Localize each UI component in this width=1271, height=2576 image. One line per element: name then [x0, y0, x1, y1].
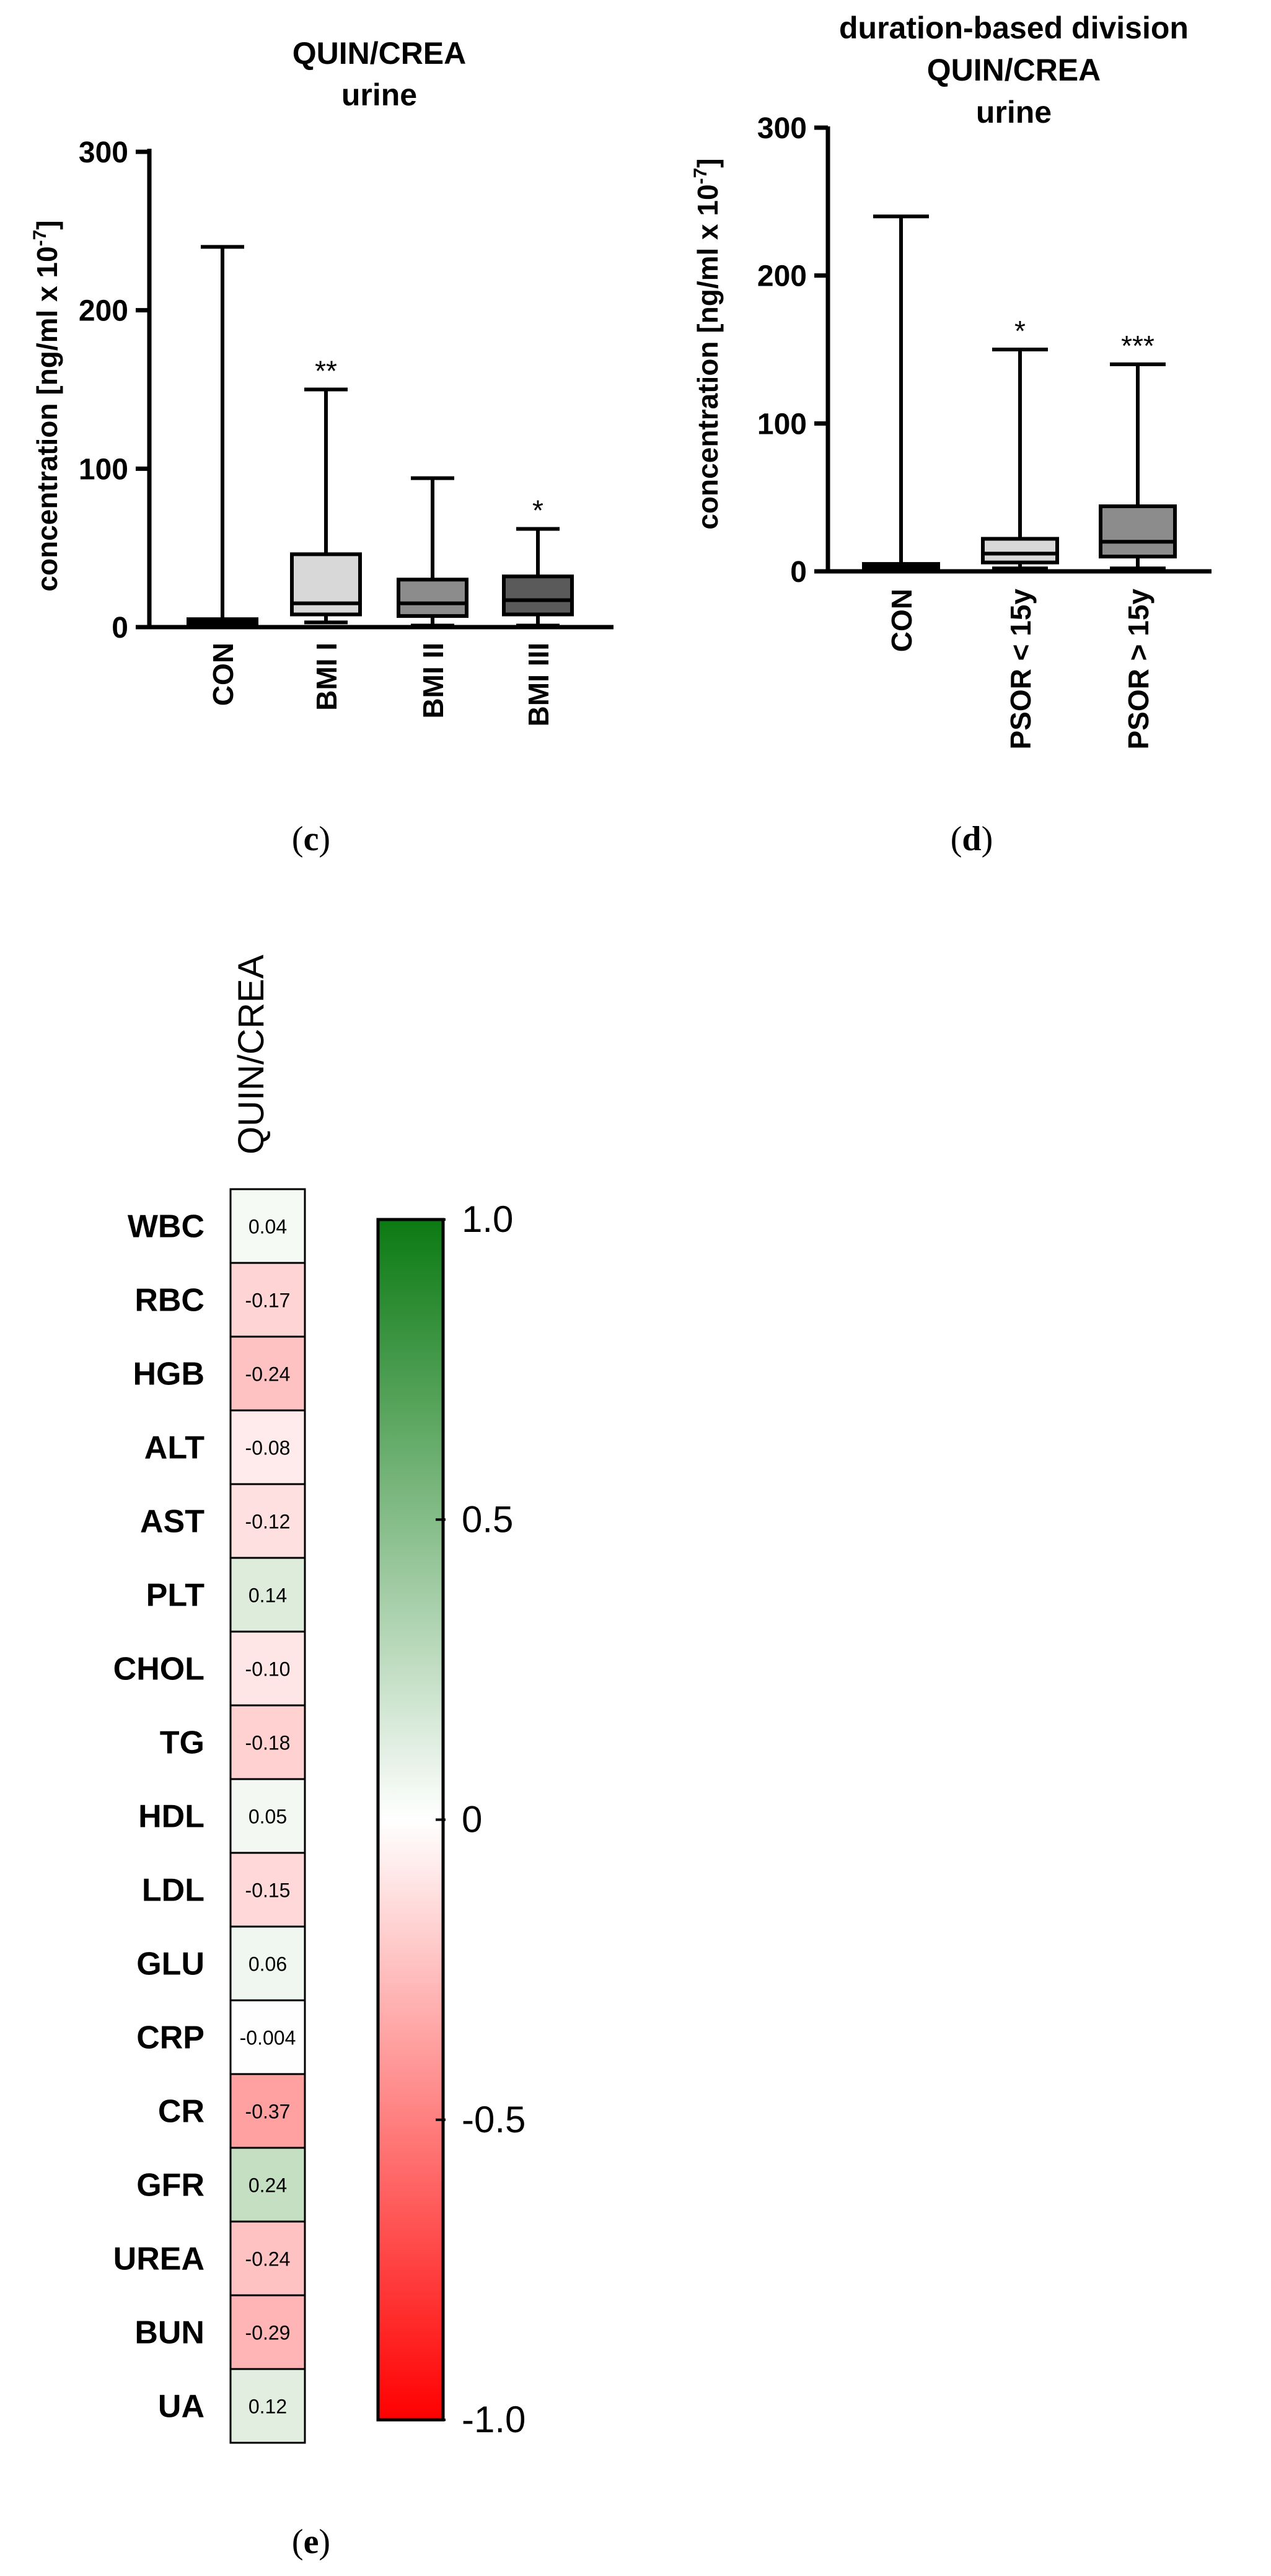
- heatmap-row-label-cr: CR: [158, 2094, 205, 2130]
- heatmap-cell-ua: [229, 2368, 306, 2444]
- panel-label-d: (d): [951, 820, 993, 858]
- chart-d-significance-2: ***: [1121, 330, 1154, 362]
- heatmap-cell-ast: [229, 1483, 306, 1559]
- heatmap-row-label-chol: CHOL: [113, 1651, 205, 1687]
- chart-c-box-rect-3: [502, 574, 574, 617]
- box-plot-c: QUIN/CREA urine concentration [ng/ml x 1…: [30, 36, 614, 858]
- heatmap-column-label: QUIN/CREA: [231, 954, 271, 1154]
- chart-c-significance-1: **: [315, 355, 337, 387]
- chart-d-y-tick-label-0: 0: [790, 556, 807, 589]
- chart-c-y-tick-label-3: 300: [79, 136, 128, 169]
- heatmap-cell-cr: [229, 2073, 306, 2149]
- heatmap-row-label-ua: UA: [158, 2389, 205, 2425]
- heatmap-row-label-urea: UREA: [113, 2241, 205, 2277]
- colorbar-tick-label-3: -0.5: [462, 2099, 526, 2140]
- heatmap-row-label-hgb: HGB: [133, 1356, 205, 1392]
- colorbar-tick-label-0: 1.0: [462, 1198, 513, 1240]
- heatmap-row-label-bun: BUN: [134, 2315, 205, 2351]
- chart-c-box-rect-1: [290, 552, 362, 617]
- heatmap-row-label-alt: ALT: [144, 1430, 205, 1466]
- heatmap-cell-rbc: [229, 1262, 306, 1338]
- heatmap-cell-value-wbc: 0.04: [248, 1216, 287, 1238]
- heatmap-row-label-tg: TG: [160, 1725, 205, 1761]
- heatmap-cell-hdl: [229, 1778, 306, 1854]
- chart-d-title-line-2: QUIN/CREA: [927, 53, 1101, 87]
- chart-d-y-tick-label-1: 100: [757, 408, 807, 441]
- chart-d-box-rect-1: [981, 537, 1059, 565]
- chart-d-box-0: [862, 214, 940, 573]
- chart-c-box-0: [187, 245, 258, 629]
- heatmap-row-label-rbc: RBC: [134, 1283, 205, 1319]
- heatmap-row-label-hdl: HDL: [138, 1799, 205, 1835]
- chart-c-significance-3: *: [532, 494, 543, 526]
- heatmap-cell-chol: [229, 1630, 306, 1707]
- chart-d-x-label-0: CON: [886, 589, 918, 652]
- heatmap-cell-plt: [229, 1557, 306, 1633]
- heatmap-row-label-crp: CRP: [136, 2020, 205, 2056]
- heatmap-cell-value-cr: -0.37: [245, 2101, 291, 2123]
- colorbar-tick-label-2: 0: [462, 1799, 482, 1840]
- heatmap-cell-value-alt: -0.08: [245, 1437, 291, 1459]
- heatmap-cell-value-ldl: -0.15: [245, 1879, 291, 1902]
- chart-d-significance-1: *: [1014, 315, 1026, 347]
- heatmap-cell-tg: [229, 1704, 306, 1780]
- chart-d-title-line-1: duration-based division: [839, 11, 1189, 45]
- chart-c-box-1: **: [290, 355, 362, 625]
- chart-c-x-label-1: BMI I: [310, 643, 343, 711]
- correlation-heatmap-e: QUIN/CREA 0.04 -0.17 -0.24 -0.08 -0.12 0.14 -0…: [113, 954, 526, 2561]
- chart-d-box-1: *: [981, 315, 1059, 571]
- heatmap-cell-value-gfr: 0.24: [248, 2174, 287, 2197]
- chart-d-x-label-1: PSOR < 15y: [1005, 589, 1037, 750]
- chart-c-title-line-2: urine: [341, 77, 417, 112]
- heatmap-cell-value-tg: -0.18: [245, 1732, 291, 1754]
- chart-c-y-axis-label: concentration [ng/ml x 10-7]: [30, 220, 63, 591]
- chart-d-y-tick-label-2: 200: [757, 260, 807, 293]
- heatmap-cell-value-bun: -0.29: [245, 2322, 291, 2344]
- chart-c-x-label-0: CON: [207, 643, 239, 706]
- heatmap-cell-value-plt: 0.14: [248, 1585, 287, 1607]
- chart-c-y-tick-label-2: 200: [79, 295, 128, 328]
- chart-d-title-line-3: urine: [976, 95, 1052, 130]
- heatmap-cell-wbc: [229, 1188, 306, 1264]
- chart-d-y-axis-label: concentration [ng/ml x 10-7]: [690, 158, 724, 529]
- heatmap-cell-value-chol: -0.10: [245, 1658, 291, 1681]
- heatmap-cell-value-crp: -0.004: [240, 2027, 296, 2049]
- heatmap-cell-value-glu: 0.06: [248, 1953, 287, 1976]
- chart-d-box-2: ***: [1099, 330, 1177, 571]
- heatmap-cell-alt: [229, 1409, 306, 1485]
- colorbar: [376, 1218, 445, 2422]
- heatmap-row-label-wbc: WBC: [128, 1209, 205, 1245]
- panel-label-c: (c): [292, 820, 330, 858]
- heatmap-row-label-plt: PLT: [146, 1578, 205, 1614]
- chart-c-box-3: *: [502, 494, 574, 628]
- heatmap-cell-value-ua: 0.12: [248, 2396, 287, 2418]
- heatmap-cell-value-hgb: -0.24: [245, 1363, 291, 1386]
- heatmap-cell-value-rbc: -0.17: [245, 1290, 291, 1312]
- heatmap-cell-glu: [229, 1925, 306, 2002]
- colorbar-tick-label-1: 0.5: [462, 1498, 513, 1540]
- heatmap-cell-hgb: [229, 1335, 306, 1412]
- chart-c-x-label-2: BMI II: [417, 643, 449, 719]
- colorbar-tick-label-4: -1.0: [462, 2399, 526, 2440]
- heatmap-cell-value-ast: -0.12: [245, 1511, 291, 1533]
- chart-d-box-rect-2: [1099, 504, 1177, 559]
- heatmap-cell-value-urea: -0.24: [245, 2248, 291, 2270]
- chart-c-x-label-3: BMI III: [522, 643, 555, 726]
- heatmap-row-label-gfr: GFR: [136, 2168, 205, 2204]
- heatmap-cell-value-hdl: 0.05: [248, 1806, 287, 1828]
- chart-c-box-rect-2: [397, 578, 468, 618]
- heatmap-row-label-glu: GLU: [136, 1946, 205, 1982]
- heatmap-row-label-ldl: LDL: [142, 1873, 205, 1909]
- chart-c-y-tick-label-0: 0: [112, 612, 128, 644]
- chart-c-title-line-1: QUIN/CREA: [292, 36, 467, 71]
- chart-d-y-tick-label-3: 300: [757, 112, 807, 145]
- chart-d-x-label-2: PSOR > 15y: [1122, 589, 1154, 750]
- chart-c-y-tick-label-1: 100: [79, 453, 128, 486]
- heatmap-row-label-ast: AST: [140, 1504, 205, 1540]
- box-plot-d: duration-based division QUIN/CREA urine …: [690, 11, 1212, 858]
- panel-label-e: (e): [292, 2523, 330, 2561]
- chart-c-box-2: [397, 476, 468, 628]
